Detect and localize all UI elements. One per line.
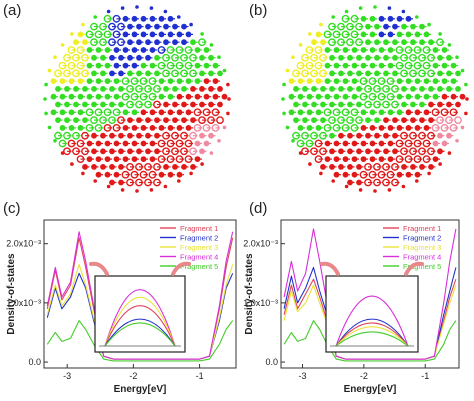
inset-peak-5: [104, 322, 176, 347]
inset-peak-4: [104, 318, 176, 347]
zoom-arrow-2: [171, 261, 191, 276]
plot-c: -3 -2 -1 0.0 1.0x10⁻³ 2.0x10⁻³ Energy[eV] Densi…: [6, 219, 237, 395]
x-tick-label: -1: [196, 371, 204, 381]
legend-label: Fragment 5: [180, 262, 218, 271]
inset-peak-5: [335, 331, 409, 347]
legend-label: Fragment 2: [180, 234, 218, 243]
molecule-b-image: [281, 5, 469, 193]
legend-label: Fragment 5: [403, 262, 441, 271]
x-tick-label: -2: [360, 371, 368, 381]
y-tick-label: 2.0x10⁻³: [243, 239, 278, 249]
panel-label-c: (c): [3, 200, 21, 217]
inset-peak-2: [335, 318, 409, 347]
molecule-lattice: [281, 5, 469, 193]
x-tick-label: -2: [129, 371, 137, 381]
inset-peak-4: [335, 326, 409, 347]
x-tick-label: -1: [421, 371, 429, 381]
inset-peak-2: [104, 297, 176, 347]
inset-peak-3: [104, 305, 176, 347]
x-tick-label: -3: [298, 371, 306, 381]
molecule-a-image: [43, 5, 231, 193]
panel-label-d: (d): [249, 200, 268, 217]
x-tick-label: -3: [63, 371, 71, 381]
y-tick-label: 2.0x10⁻³: [6, 239, 41, 249]
x-axis-title: Energy[eV]: [344, 384, 397, 395]
plot-frame: [280, 219, 460, 369]
y-tick-label: 1.0x10⁻³: [243, 298, 278, 308]
legend-label: Fragment 3: [403, 243, 441, 252]
plot-d: -3 -2 -1 0.0 1.0x10⁻³ 2.0x10⁻³ Energy[eV] Densi…: [243, 219, 460, 395]
legend-label: Fragment 4: [180, 253, 218, 262]
legend-label: Fragment 2: [403, 234, 441, 243]
panel-label-b: (b): [249, 2, 268, 19]
plot-frame: [43, 219, 237, 369]
legend-label: Fragment 1: [403, 224, 441, 233]
inset-peak-1: [335, 295, 409, 347]
y-axis-title: Density-of-states: [244, 253, 255, 335]
y-axis-title: Density-of-states: [6, 253, 17, 335]
inset-zoom-c: [94, 275, 186, 353]
molecule-lattice: [43, 5, 231, 193]
x-axis-title: Energy[eV]: [114, 384, 167, 395]
legend-label: Fragment 3: [180, 243, 218, 252]
inset-zoom-d: [325, 275, 419, 353]
legend-label: Fragment 4: [403, 253, 441, 262]
y-tick-label: 1.0x10⁻³: [6, 298, 41, 308]
zoom-arrow-1: [89, 261, 109, 276]
zoom-arrow-2: [404, 261, 424, 276]
inset-peak-3: [335, 322, 409, 347]
y-tick-label: 0.0: [265, 357, 278, 367]
zoom-arrow-1: [320, 261, 340, 276]
inset-peak-1: [104, 289, 176, 347]
panel-label-a: (a): [3, 2, 22, 19]
y-tick-label: 0.0: [28, 357, 41, 367]
legend-label: Fragment 1: [180, 224, 218, 233]
